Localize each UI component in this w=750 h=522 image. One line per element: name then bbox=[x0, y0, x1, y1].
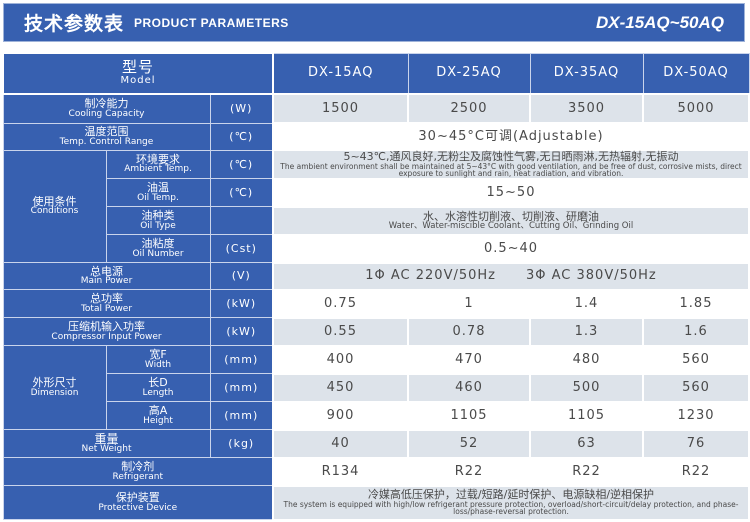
oil-type-row: 油种类 Oil Type 水、水溶性切削液、切削液、研磨油 Water、Water-… bbox=[3, 205, 750, 236]
compressor-row: 压缩机输入功率 Compressor Input Power (kW) 0.55 … bbox=[2, 316, 750, 347]
length-label: 长D Length bbox=[105, 373, 211, 403]
unit: (kW) bbox=[209, 317, 274, 347]
value: 1.3 bbox=[529, 316, 644, 347]
weight-row: 重量 Net Weight (kg) 40 52 63 76 bbox=[2, 428, 750, 459]
main-power-label: 总电源 Main Power bbox=[2, 262, 211, 291]
value: 3500 bbox=[529, 93, 644, 124]
unit: (mm) bbox=[209, 401, 274, 431]
value: R22 bbox=[642, 456, 750, 487]
value: 560 bbox=[642, 372, 750, 403]
cooling-label: 制冷能力 Cooling Capacity bbox=[2, 93, 211, 124]
value: R22 bbox=[529, 456, 644, 487]
value: 1.4 bbox=[529, 288, 644, 319]
title-en: PRODUCT PARAMETERS bbox=[134, 15, 289, 30]
value: 1.85 bbox=[642, 288, 750, 319]
value: 5~43℃,通风良好,无粉尘及腐蚀性气雾,无日晒雨淋,无热辐射,无振动 The a… bbox=[272, 149, 750, 180]
model-2: DX-25AQ bbox=[407, 52, 531, 95]
value: 450 bbox=[272, 372, 409, 403]
value: 15~50 bbox=[272, 177, 750, 208]
width-label: 宽F Width bbox=[105, 345, 211, 375]
header-bar: 技术参数表 PRODUCT PARAMETERS DX-15AQ~50AQ bbox=[3, 3, 745, 42]
value: 560 bbox=[642, 344, 750, 375]
value: R134 bbox=[272, 456, 409, 487]
model-1: DX-15AQ bbox=[272, 52, 409, 95]
refrigerant-label: 制冷剂 Refrigerant bbox=[2, 457, 274, 487]
oil-visc-label: 油粘度 Oil Number bbox=[105, 234, 211, 264]
compressor-label: 压缩机输入功率 Compressor Input Power bbox=[2, 317, 211, 347]
weight-label: 重量 Net Weight bbox=[2, 429, 211, 459]
value: 0.55 bbox=[272, 316, 409, 347]
value: 900 bbox=[272, 400, 409, 431]
protection-label: 保护装置 Protective Device bbox=[2, 485, 274, 521]
value: 0.78 bbox=[407, 316, 531, 347]
value: 0.5~40 bbox=[272, 233, 750, 264]
ambient-row: 使用条件 Conditions 环境要求 Ambient Temp. (℃) 5~4… bbox=[2, 149, 750, 264]
model-label: 型号 Model bbox=[2, 52, 274, 95]
value: R22 bbox=[407, 456, 531, 487]
unit: (kg) bbox=[209, 429, 274, 459]
unit: (℃) bbox=[209, 178, 274, 208]
total-power-row: 总功率 Total Power (kW) 0.75 1 1.4 1.85 bbox=[2, 288, 750, 319]
unit: (kW) bbox=[209, 289, 274, 319]
unit: (V) bbox=[209, 262, 274, 291]
value: 2500 bbox=[407, 93, 531, 124]
value: 1230 bbox=[642, 400, 750, 431]
value: 1105 bbox=[529, 400, 644, 431]
cooling-row: 制冷能力 Cooling Capacity (W) 1500 2500 3500 … bbox=[2, 93, 750, 124]
refrigerant-row: 制冷剂 Refrigerant R134 R22 R22 R22 bbox=[2, 456, 750, 487]
value: 480 bbox=[529, 344, 644, 375]
unit: (Cst) bbox=[209, 234, 274, 264]
value: 63 bbox=[529, 428, 644, 459]
model-4: DX-50AQ bbox=[642, 52, 750, 95]
title-cn: 技术参数表 bbox=[24, 13, 125, 35]
model-3: DX-35AQ bbox=[529, 52, 644, 95]
value: 水、水溶性切削液、切削液、研磨油 Water、Water-miscible Coo… bbox=[272, 205, 750, 236]
unit: (mm) bbox=[209, 345, 274, 375]
oil-type-label: 油种类 Oil Type bbox=[105, 206, 211, 236]
value: 1Φ AC 220V/50Hz 3Φ AC 380V/50Hz bbox=[272, 261, 750, 291]
model-row: 型号 Model DX-15AQ DX-25AQ DX-35AQ DX-50AQ bbox=[2, 52, 750, 95]
value: 76 bbox=[642, 428, 750, 459]
dimension-label: 外形尺寸 Dimension bbox=[2, 345, 107, 431]
unit: (mm) bbox=[209, 373, 274, 403]
model-range: DX-15AQ~50AQ bbox=[595, 12, 724, 32]
value: 52 bbox=[407, 428, 531, 459]
temp-label: 温度范围 Temp. Control Range bbox=[2, 122, 211, 151]
value: 40 bbox=[272, 428, 409, 459]
unit bbox=[209, 206, 274, 236]
main-power-row: 总电源 Main Power (V) 1Φ AC 220V/50Hz 3Φ AC 3… bbox=[2, 261, 750, 291]
unit: (℃) bbox=[209, 122, 274, 151]
unit: (W) bbox=[209, 93, 274, 124]
oil-visc-row: 油粘度 Oil Number (Cst) 0.5~40 bbox=[3, 233, 750, 264]
oil-temp-label: 油温 Oil Temp. bbox=[105, 178, 211, 208]
total-power-label: 总功率 Total Power bbox=[2, 289, 211, 319]
value: 470 bbox=[407, 344, 531, 375]
value: 1 bbox=[407, 288, 531, 319]
parameters-table: 型号 Model DX-15AQ DX-25AQ DX-35AQ DX-50AQ … bbox=[2, 52, 750, 521]
value: 500 bbox=[529, 372, 644, 403]
temp-row: 温度范围 Temp. Control Range (℃) 30~45°C可调(Ad… bbox=[2, 122, 750, 151]
value: 冷媒高低压保护，过载/短路/延时保护、电源缺相/逆相保护 The system i… bbox=[272, 484, 750, 521]
value: 1.6 bbox=[642, 316, 750, 347]
width-row: 外形尺寸 Dimension 宽F Width (mm) 400 470 480 5… bbox=[2, 344, 750, 431]
value: 460 bbox=[407, 372, 531, 403]
value: 5000 bbox=[642, 93, 750, 124]
height-row: 高A Height (mm) 900 1105 1105 1230 bbox=[3, 400, 750, 431]
value: 30~45°C可调(Adjustable) bbox=[272, 122, 750, 151]
conditions-label: 使用条件 Conditions bbox=[2, 149, 107, 264]
value: 0.75 bbox=[272, 288, 409, 319]
value: 1500 bbox=[272, 93, 409, 124]
unit: (℃) bbox=[209, 149, 274, 180]
value: 1105 bbox=[407, 400, 531, 431]
value: 400 bbox=[272, 344, 409, 375]
oil-temp-row: 油温 Oil Temp. (℃) 15~50 bbox=[3, 177, 750, 208]
height-label: 高A Height bbox=[105, 401, 211, 431]
length-row: 长D Length (mm) 450 460 500 560 bbox=[3, 372, 750, 403]
ambient-label: 环境要求 Ambient Temp. bbox=[105, 149, 211, 180]
protection-row: 保护装置 Protective Device 冷媒高低压保护，过载/短路/延时保护… bbox=[2, 484, 750, 521]
